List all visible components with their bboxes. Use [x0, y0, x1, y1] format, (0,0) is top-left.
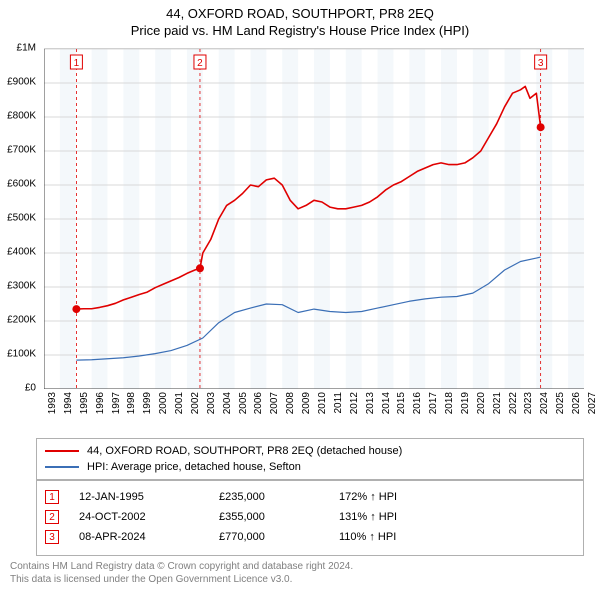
legend-label: HPI: Average price, detached house, Seft… — [87, 461, 301, 473]
chart-svg: 1 2 3 — [44, 49, 584, 389]
x-tick-label: 1994 — [63, 392, 74, 414]
sales-table: 1 12-JAN-1995£235,000172% ↑ HPI 2 24-OCT-20… — [36, 480, 584, 556]
sale-price: £770,000 — [219, 531, 339, 543]
x-tick-label: 2026 — [571, 392, 582, 414]
x-tick-label: 2013 — [365, 392, 376, 414]
x-tick-label: 2010 — [317, 392, 328, 414]
svg-text:2: 2 — [197, 58, 203, 69]
y-tick-label: £0 — [25, 383, 36, 394]
y-tick-label: £500K — [7, 213, 36, 224]
x-tick-label: 2016 — [412, 392, 423, 414]
x-tick-label: 1998 — [126, 392, 137, 414]
x-tick-label: 2001 — [174, 392, 185, 414]
x-tick-label: 2012 — [349, 392, 360, 414]
x-tick-label: 2027 — [587, 392, 598, 414]
sale-date: 12-JAN-1995 — [79, 491, 219, 503]
x-tick-label: 1997 — [111, 392, 122, 414]
x-tick-label: 1996 — [95, 392, 106, 414]
y-tick-label: £600K — [7, 179, 36, 190]
x-tick-label: 1999 — [142, 392, 153, 414]
sale-price: £235,000 — [219, 491, 339, 503]
footer-attribution: Contains HM Land Registry data © Crown c… — [10, 561, 353, 586]
x-tick-label: 2020 — [476, 392, 487, 414]
y-tick-label: £700K — [7, 145, 36, 156]
footer-line-1: Contains HM Land Registry data © Crown c… — [10, 561, 353, 574]
sale-row: 3 08-APR-2024£770,000110% ↑ HPI — [45, 527, 575, 547]
legend: 44, OXFORD ROAD, SOUTHPORT, PR8 2EQ (det… — [36, 438, 584, 480]
sale-marker: 3 — [45, 530, 59, 544]
y-tick-label: £200K — [7, 315, 36, 326]
sale-hpi: 110% ↑ HPI — [339, 531, 575, 543]
sale-marker: 2 — [45, 510, 59, 524]
x-tick-label: 2000 — [158, 392, 169, 414]
y-tick-label: £400K — [7, 247, 36, 258]
x-tick-label: 1993 — [47, 392, 58, 414]
x-tick-label: 2024 — [539, 392, 550, 414]
chart-title: 44, OXFORD ROAD, SOUTHPORT, PR8 2EQ — [0, 6, 600, 21]
x-tick-label: 2003 — [206, 392, 217, 414]
legend-item: 44, OXFORD ROAD, SOUTHPORT, PR8 2EQ (det… — [45, 443, 575, 459]
svg-text:3: 3 — [538, 58, 544, 69]
x-tick-label: 2007 — [269, 392, 280, 414]
title-block: 44, OXFORD ROAD, SOUTHPORT, PR8 2EQ Pric… — [0, 0, 600, 38]
x-tick-label: 2008 — [285, 392, 296, 414]
x-tick-label: 2004 — [222, 392, 233, 414]
legend-item: HPI: Average price, detached house, Seft… — [45, 459, 575, 475]
x-tick-label: 2006 — [253, 392, 264, 414]
sale-hpi: 172% ↑ HPI — [339, 491, 575, 503]
y-tick-label: £1M — [17, 43, 36, 54]
y-tick-label: £800K — [7, 111, 36, 122]
chart-area: 1 2 3 — [44, 48, 584, 388]
x-tick-label: 2011 — [333, 392, 344, 414]
x-tick-label: 1995 — [79, 392, 90, 414]
legend-swatch — [45, 450, 79, 452]
x-tick-label: 2023 — [523, 392, 534, 414]
y-tick-label: £100K — [7, 349, 36, 360]
x-tick-label: 2018 — [444, 392, 455, 414]
x-tick-label: 2021 — [492, 392, 503, 414]
x-axis-labels: 1993 1994 1995 1996 1997 1998 1999 2000 2001 2002… — [44, 390, 584, 436]
y-tick-label: £300K — [7, 281, 36, 292]
svg-text:1: 1 — [74, 58, 80, 69]
chart-subtitle: Price paid vs. HM Land Registry's House … — [0, 23, 600, 38]
sale-row: 1 12-JAN-1995£235,000172% ↑ HPI — [45, 487, 575, 507]
sale-marker: 1 — [45, 490, 59, 504]
legend-label: 44, OXFORD ROAD, SOUTHPORT, PR8 2EQ (det… — [87, 445, 402, 457]
sale-row: 2 24-OCT-2002£355,000131% ↑ HPI — [45, 507, 575, 527]
x-tick-label: 2002 — [190, 392, 201, 414]
x-tick-label: 2025 — [555, 392, 566, 414]
sale-date: 08-APR-2024 — [79, 531, 219, 543]
footer-line-2: This data is licensed under the Open Gov… — [10, 574, 353, 587]
sale-date: 24-OCT-2002 — [79, 511, 219, 523]
legend-swatch — [45, 466, 79, 468]
chart-container: 44, OXFORD ROAD, SOUTHPORT, PR8 2EQ Pric… — [0, 0, 600, 590]
x-tick-label: 2019 — [460, 392, 471, 414]
sale-price: £355,000 — [219, 511, 339, 523]
sale-hpi: 131% ↑ HPI — [339, 511, 575, 523]
x-tick-label: 2015 — [396, 392, 407, 414]
x-tick-label: 2014 — [381, 392, 392, 414]
x-tick-label: 2022 — [508, 392, 519, 414]
x-tick-label: 2009 — [301, 392, 312, 414]
y-tick-label: £900K — [7, 77, 36, 88]
y-axis-labels: £0£100K£200K£300K£400K£500K£600K£700K£80… — [0, 48, 40, 388]
x-tick-label: 2005 — [238, 392, 249, 414]
x-tick-label: 2017 — [428, 392, 439, 414]
